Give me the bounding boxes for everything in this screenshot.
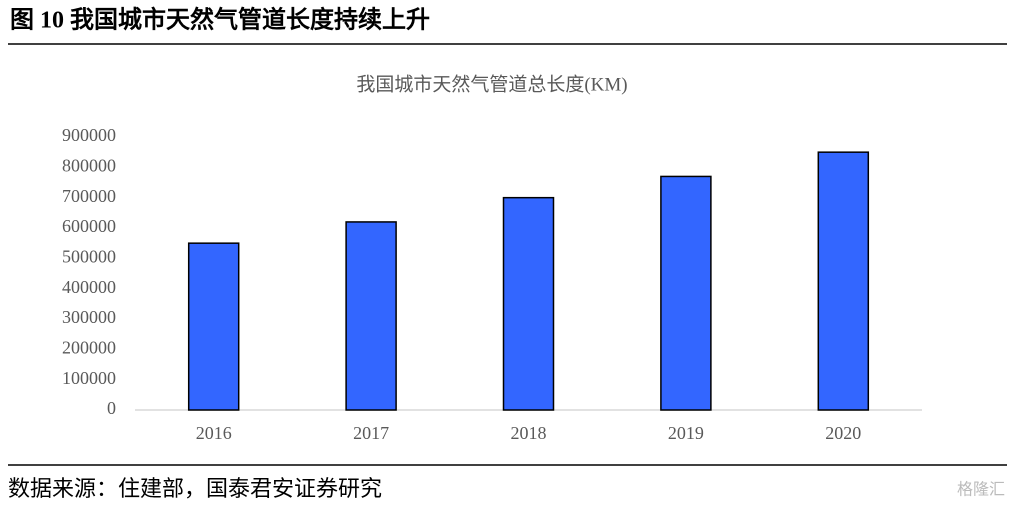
bar bbox=[817, 151, 870, 411]
chart-title: 我国城市天然气管道总长度(KM) bbox=[356, 73, 627, 95]
bar bbox=[345, 221, 397, 411]
source-note: 数据来源：住建部，国泰君安证券研究 bbox=[8, 476, 382, 501]
y-tick-label: 900000 bbox=[62, 125, 116, 145]
bar bbox=[502, 196, 555, 411]
y-tick-label: 700000 bbox=[62, 186, 116, 206]
y-tick-label: 100000 bbox=[62, 368, 116, 388]
watermark: 格隆汇 bbox=[957, 481, 1005, 499]
bar bbox=[660, 175, 712, 411]
y-tick-label: 800000 bbox=[62, 155, 116, 175]
bar bbox=[187, 242, 240, 411]
y-tick-label: 200000 bbox=[62, 337, 116, 357]
figure-title: 图 10 我国城市天然气管道长度持续上升 bbox=[10, 6, 430, 34]
x-tick-label: 2019 bbox=[668, 423, 704, 443]
x-tick-label: 2018 bbox=[511, 423, 547, 443]
y-tick-label: 400000 bbox=[62, 277, 116, 297]
x-tick-label: 2016 bbox=[196, 423, 232, 443]
x-tick-label: 2020 bbox=[825, 423, 861, 443]
y-tick-label: 500000 bbox=[62, 246, 116, 266]
y-tick-label: 600000 bbox=[62, 216, 116, 236]
y-tick-label: 0 bbox=[107, 398, 116, 418]
x-tick-label: 2017 bbox=[353, 423, 389, 443]
y-tick-label: 300000 bbox=[62, 307, 116, 327]
